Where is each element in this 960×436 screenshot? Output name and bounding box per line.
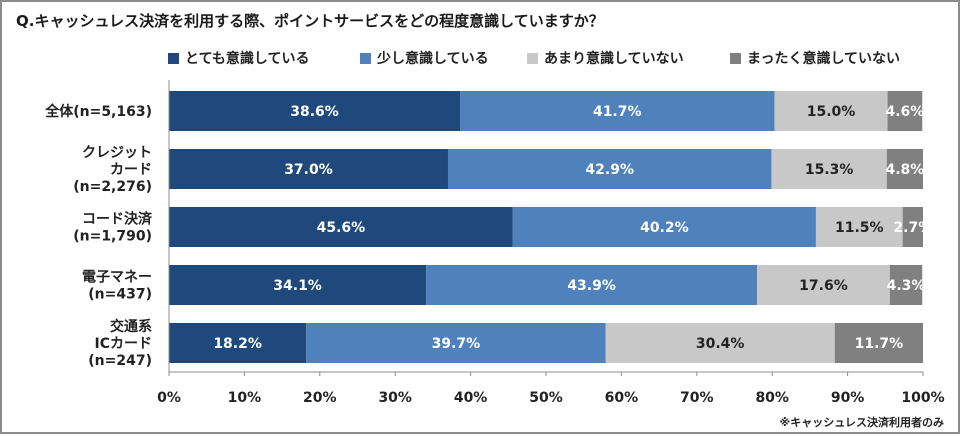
- legend-item-series-4: まったく意識していない: [730, 48, 900, 68]
- x-tick-label: 50%: [529, 390, 563, 406]
- bar-segment: [886, 149, 923, 189]
- category-label: ICカード: [95, 336, 152, 352]
- data-label: 4.3%: [887, 278, 926, 294]
- category-label: 交通系: [110, 318, 152, 335]
- bar-segment: [815, 207, 903, 247]
- data-label: 40.2%: [640, 220, 689, 236]
- legend-label: 少し意識している: [377, 51, 489, 67]
- bar-segment: [889, 265, 923, 305]
- data-label: 45.6%: [317, 220, 366, 236]
- category-label: 電子マネー: [82, 269, 152, 286]
- x-tick-label: 30%: [378, 390, 412, 406]
- bar-segment: [426, 265, 758, 305]
- legend-swatch: [168, 52, 179, 64]
- data-label: 37.0%: [284, 162, 333, 178]
- category-label: (n=437): [88, 287, 152, 303]
- bar-segment: [605, 323, 835, 363]
- category-label: (n=2,276): [73, 179, 152, 195]
- data-label: 30.4%: [696, 336, 745, 352]
- data-label: 11.7%: [855, 336, 904, 352]
- bar-segment: [447, 149, 772, 189]
- bar-segment: [834, 323, 923, 363]
- bar-segment: [887, 91, 923, 131]
- x-tick-label: 10%: [228, 390, 262, 406]
- chart-title: Q.キャッシュレス決済を利用する際、ポイントサービスをどの程度意識していますか？: [16, 12, 604, 30]
- category-label: (n=1,790): [73, 229, 152, 245]
- category-label: コード決済: [82, 211, 153, 228]
- data-label: 34.1%: [273, 278, 322, 294]
- category-label: クレジット: [82, 145, 152, 161]
- bar-segment: [902, 207, 923, 247]
- bar-segment: [169, 265, 427, 305]
- category-label: (n=247): [88, 353, 152, 369]
- bar-segment: [512, 207, 816, 247]
- legend-item-series-3: あまり意識していない: [527, 48, 684, 68]
- legend-swatch: [360, 52, 371, 64]
- data-label: 43.9%: [567, 278, 616, 294]
- data-label: 41.7%: [593, 104, 642, 120]
- legend-label: あまり意識していない: [544, 51, 684, 67]
- data-label: 15.0%: [807, 104, 856, 120]
- data-label: 38.6%: [290, 104, 339, 120]
- category-label: カード: [110, 162, 152, 178]
- bar-segment: [169, 323, 307, 363]
- data-label: 4.8%: [885, 162, 924, 178]
- bar-segment: [460, 91, 775, 131]
- bar-segment: [169, 149, 448, 189]
- x-tick-label: 80%: [755, 390, 789, 406]
- bar-segment: [169, 91, 461, 131]
- x-tick-label: 20%: [303, 390, 337, 406]
- legend-label: とても意識している: [185, 51, 310, 67]
- data-label: 39.7%: [432, 336, 481, 352]
- legend-swatch: [730, 52, 741, 64]
- bar-segment: [306, 323, 606, 363]
- x-tick-label: 0%: [157, 390, 181, 406]
- bar-segment: [757, 265, 890, 305]
- chart-note: ※キャッシュレス決済利用者のみ: [779, 416, 944, 429]
- bar-segment: [774, 91, 888, 131]
- x-tick-label: 70%: [680, 390, 714, 406]
- bar-segment: [169, 207, 513, 247]
- x-tick-label: 40%: [454, 390, 488, 406]
- legend-item-series-2: 少し意識している: [360, 48, 489, 68]
- x-tick-label: 100%: [901, 390, 944, 406]
- x-tick-label: 60%: [605, 390, 639, 406]
- data-label: 11.5%: [835, 220, 884, 236]
- x-tick-label: 90%: [831, 390, 865, 406]
- data-label: 18.2%: [213, 336, 262, 352]
- data-label: 15.3%: [805, 162, 854, 178]
- data-label: 17.6%: [799, 278, 848, 294]
- chart-legend: とても意識している 少し意識している あまり意識していない まったく意識していな…: [2, 48, 960, 68]
- legend-label: まったく意識していない: [747, 51, 901, 67]
- bar-segment: [771, 149, 887, 189]
- data-label: 4.6%: [885, 104, 924, 120]
- data-label: 2.7%: [893, 220, 932, 236]
- legend-swatch: [527, 52, 538, 64]
- category-label: 全体(n=5,163): [44, 103, 152, 120]
- legend-item-series-1: とても意識している: [168, 48, 309, 68]
- data-label: 42.9%: [585, 162, 634, 178]
